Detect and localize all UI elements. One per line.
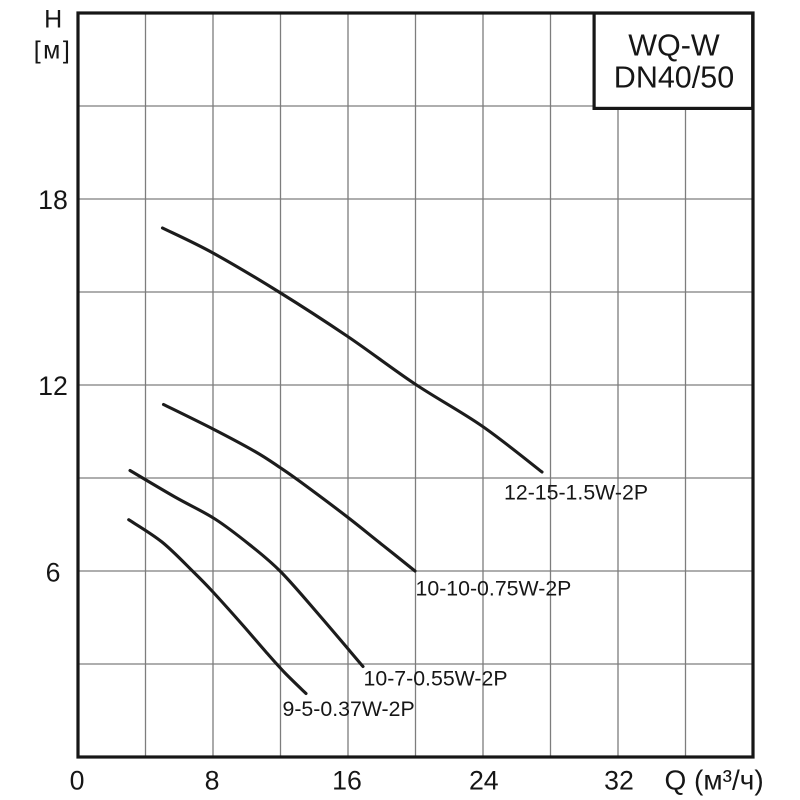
svg-text:DN40/50: DN40/50: [614, 60, 734, 94]
svg-text:18: 18: [38, 185, 68, 215]
svg-text:0: 0: [70, 765, 85, 795]
svg-text:6: 6: [46, 557, 61, 587]
svg-text:10-10-0.75W-2P: 10-10-0.75W-2P: [416, 576, 572, 600]
svg-text:Q (м³/ч): Q (м³/ч): [665, 764, 764, 795]
svg-text:24: 24: [469, 765, 499, 795]
svg-text:8: 8: [205, 765, 220, 795]
svg-text:WQ-W: WQ-W: [628, 29, 720, 63]
svg-text:12-15-1.5W-2P: 12-15-1.5W-2P: [504, 481, 648, 505]
svg-text:9-5-0.37W-2P: 9-5-0.37W-2P: [283, 697, 415, 721]
svg-text:32: 32: [604, 765, 634, 795]
svg-text:10-7-0.55W-2P: 10-7-0.55W-2P: [364, 666, 508, 690]
svg-text:16: 16: [332, 765, 362, 795]
svg-text:12: 12: [38, 371, 68, 401]
svg-text:H: H: [44, 6, 62, 34]
svg-text:[м]: [м]: [34, 36, 73, 64]
